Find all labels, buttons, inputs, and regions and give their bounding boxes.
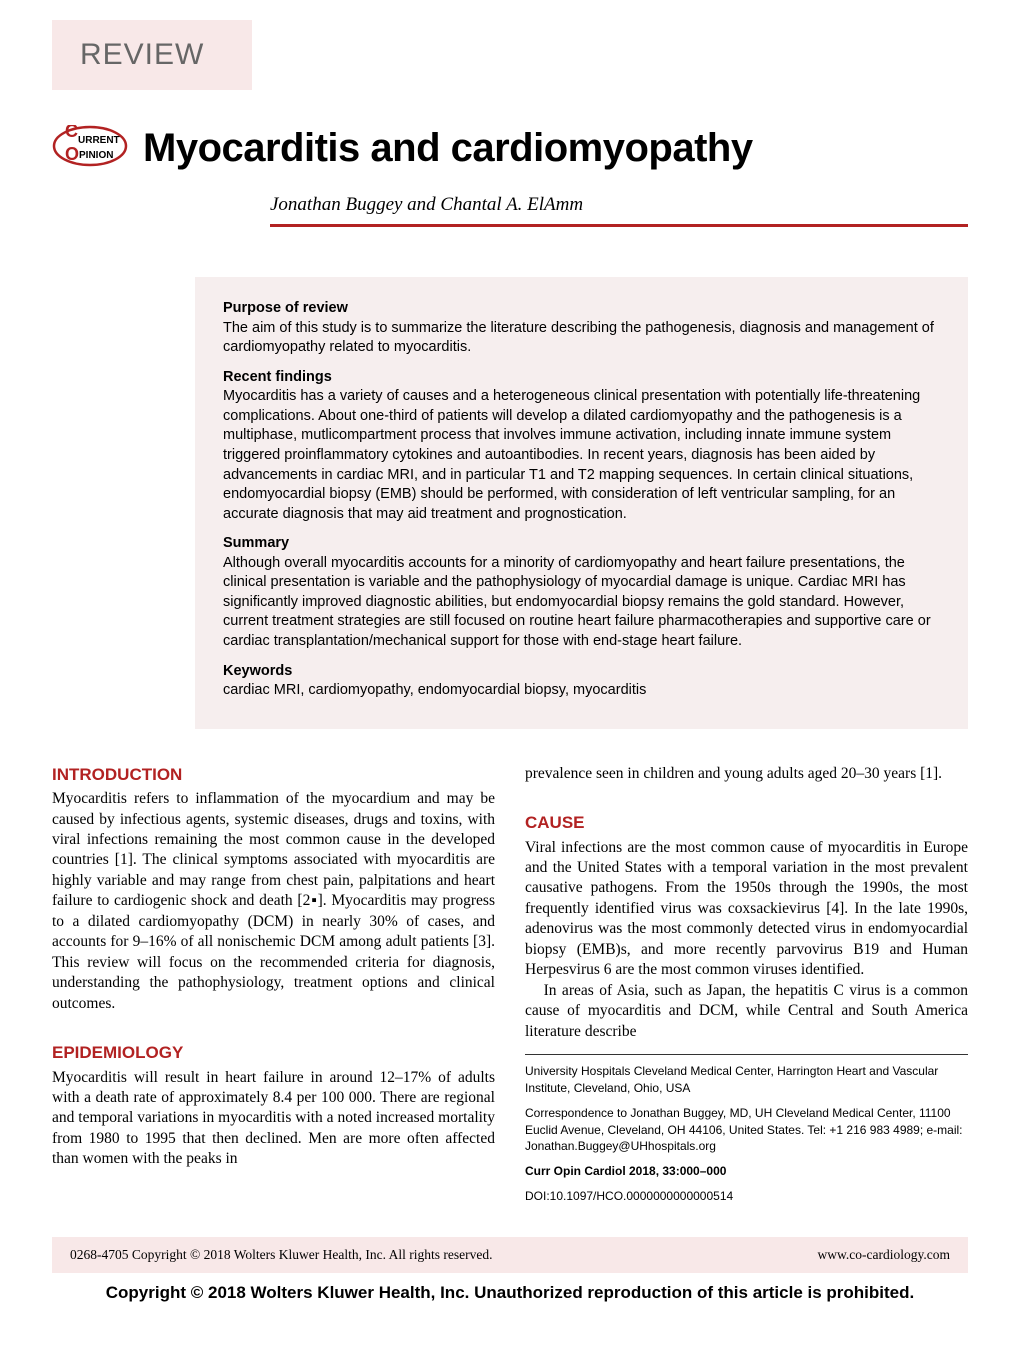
purpose-text: The aim of this study is to summarize th… bbox=[223, 319, 940, 358]
cause-heading: CAUSE bbox=[525, 812, 968, 834]
body-columns: INTRODUCTION Myocarditis refers to infla… bbox=[52, 764, 968, 1205]
svg-text:C: C bbox=[65, 125, 78, 141]
cause-p2: In areas of Asia, such as Japan, the hep… bbox=[525, 981, 968, 1042]
copyright-banner: Copyright © 2018 Wolters Kluwer Health, … bbox=[0, 1283, 1020, 1303]
introduction-text: Myocarditis refers to inflammation of th… bbox=[52, 789, 495, 1014]
title-underline bbox=[270, 224, 968, 227]
svg-text:URRENT: URRENT bbox=[78, 135, 120, 146]
citation: Curr Opin Cardiol 2018, 33:000–000 bbox=[525, 1163, 968, 1180]
right-column: prevalence seen in children and young ad… bbox=[525, 764, 968, 1205]
summary-text: Although overall myocarditis accounts fo… bbox=[223, 554, 940, 652]
doi: DOI:10.1097/HCO.0000000000000514 bbox=[525, 1188, 968, 1205]
review-label: REVIEW bbox=[52, 20, 252, 90]
epidemiology-text: Myocarditis will result in heart failure… bbox=[52, 1068, 495, 1170]
footer-url: www.co-cardiology.com bbox=[818, 1247, 950, 1263]
summary-heading: Summary bbox=[223, 534, 940, 554]
col2-continuation: prevalence seen in children and young ad… bbox=[525, 764, 968, 784]
abstract-box: Purpose of review The aim of this study … bbox=[195, 277, 968, 729]
cause-p1: Viral infections are the most common cau… bbox=[525, 838, 968, 981]
correspondence: Correspondence to Jonathan Buggey, MD, U… bbox=[525, 1105, 968, 1155]
epidemiology-heading: EPIDEMIOLOGY bbox=[52, 1042, 495, 1064]
authors: Jonathan Buggey and Chantal A. ElAmm bbox=[270, 194, 1020, 216]
introduction-heading: INTRODUCTION bbox=[52, 764, 495, 786]
footer-copyright: 0268-4705 Copyright © 2018 Wolters Kluwe… bbox=[70, 1247, 492, 1263]
keywords-heading: Keywords bbox=[223, 662, 940, 682]
svg-text:O: O bbox=[65, 144, 79, 164]
findings-heading: Recent findings bbox=[223, 368, 940, 388]
keywords-text: cardiac MRI, cardiomyopathy, endomyocard… bbox=[223, 681, 940, 701]
purpose-heading: Purpose of review bbox=[223, 299, 940, 319]
left-column: INTRODUCTION Myocarditis refers to infla… bbox=[52, 764, 495, 1205]
affiliations: University Hospitals Cleveland Medical C… bbox=[525, 1054, 968, 1205]
institution: University Hospitals Cleveland Medical C… bbox=[525, 1063, 968, 1097]
findings-text: Myocarditis has a variety of causes and … bbox=[223, 387, 940, 524]
journal-logo-icon: C URRENT O PINION bbox=[52, 125, 128, 172]
article-title: Myocarditis and cardiomyopathy bbox=[143, 126, 753, 171]
title-row: C URRENT O PINION Myocarditis and cardio… bbox=[52, 125, 1020, 172]
svg-text:PINION: PINION bbox=[79, 150, 113, 161]
footer-bar: 0268-4705 Copyright © 2018 Wolters Kluwe… bbox=[52, 1237, 968, 1273]
